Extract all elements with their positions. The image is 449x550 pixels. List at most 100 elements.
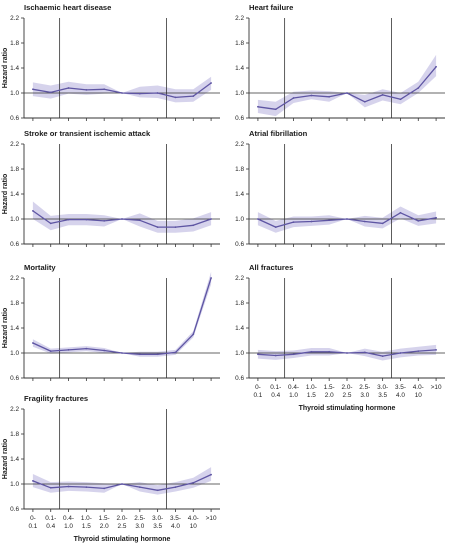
data-point-2.5-3.0 [138,92,141,95]
y-tick-label: 1.8 [235,40,244,47]
data-point-1.0-1.5 [310,94,313,97]
data-point->10 [435,348,437,351]
panel-all-fractures: All fractures0.61.01.41.82.20-0.10.1-0.4… [235,263,445,412]
data-point-4.0-10 [417,219,420,222]
data-point-0.1-0.4 [49,91,52,94]
x-tick-label: 0.4 [46,523,55,530]
x-tick-label: 1.0 [289,392,298,399]
data-point->10 [210,473,212,476]
y-axis-label: Hazard ratio [2,174,9,214]
data-point-2.5-3.0 [138,219,141,222]
x-tick-label: 3.5- [395,384,406,391]
x-tick-label: 0.4 [271,392,280,399]
data-point->10 [210,218,212,220]
x-tick-label: 0- [255,384,261,391]
data-point-0.4-1.0 [292,97,295,99]
data-point-1.0-1.5 [85,88,88,91]
x-tick-label: 10 [415,392,423,399]
data-point-2.0-2.5 [346,92,348,94]
data-point-0.4-1.0 [292,221,295,224]
data-point-0.4-1.0 [67,485,70,488]
data-point-3.5-4.0 [399,352,402,354]
data-point-1.0-1.5 [85,347,88,350]
y-tick-label: 1.0 [235,350,244,357]
y-tick-label: 0.6 [10,506,19,513]
data-point-3.5-4.0 [174,351,177,354]
x-tick-label: 3.0- [152,515,163,522]
panel-title: Ischaemic heart disease [24,3,111,12]
x-tick-label: 0.1- [45,515,56,522]
data-point-1.5-2.0 [328,350,331,353]
y-tick-label: 1.4 [235,191,244,198]
data-point-2.5-3.0 [363,351,366,354]
x-tick-label: >10 [431,384,442,391]
data-point-0.4-1.0 [67,87,70,89]
y-tick-label: 0.6 [10,375,19,382]
y-axis-label: Hazard ratio [2,439,9,479]
data-point-2.5-3.0 [138,353,141,356]
y-tick-label: 1.0 [10,350,19,357]
panel-title: All fractures [249,263,293,272]
x-axis-label: Thyroid stimulating hormone [299,405,396,412]
x-tick-label: 0.1 [28,523,37,530]
data-point-4.0-10 [192,333,195,336]
x-tick-label: 1.5 [307,392,316,399]
x-tick-label: 2.0 [325,392,334,399]
y-tick-label: 1.8 [10,40,19,47]
y-tick-label: 1.8 [235,166,244,173]
panel-ischaemic-heart-disease: Ischaemic heart disease 0.6 1.0 1.4 1.8 2.2 Ha… [2,3,220,122]
x-tick-label: 1.5- [324,384,335,391]
panel-title: Fragility fractures [24,394,88,403]
data-point-3.0-3.5 [156,489,159,492]
x-tick-label: 2.5 [118,523,127,530]
x-tick-label: 1.0- [81,515,92,522]
y-tick-label: 1.0 [10,216,19,223]
data-point-3.0-3.5 [156,353,159,356]
x-tick-label: 2.0 [100,523,109,530]
panel-stroke-or-transient-ischemic-attack: Stroke or transient ischemic attack 0.6 1.… [2,129,220,248]
data-point-0-0.1 [32,342,34,344]
data-point-1.5-2.0 [103,487,106,490]
data-point-2.0-2.5 [346,218,348,220]
data-point-0.1-0.4 [49,486,52,489]
y-tick-label: 1.0 [10,481,19,488]
panel-title: Stroke or transient ischemic attack [24,129,151,138]
data-point-3.0-3.5 [156,92,159,94]
data-point-0.4-1.0 [67,218,70,221]
x-tick-label: 3.0- [377,384,388,391]
y-tick-label: 1.4 [235,65,244,72]
data-point->10 [210,277,212,279]
x-tick-label: 1.5- [99,515,110,522]
data-point-3.0-3.5 [381,355,384,358]
x-tick-label: 4.0- [413,384,424,391]
data-point-0-0.1 [257,105,259,108]
data-point-0.1-0.4 [274,354,277,357]
data-point-2.0-2.5 [121,92,123,94]
y-tick-label: 1.4 [10,191,19,198]
data-point-2.0-2.5 [346,352,348,354]
data-point-3.5-4.0 [399,98,402,101]
x-tick-label: 2.5- [359,384,370,391]
data-point-1.0-1.5 [85,486,88,489]
x-tick-label: 1.0- [306,384,317,391]
x-tick-label: 0- [30,515,36,522]
data-point-0-0.1 [257,353,259,356]
y-tick-label: 1.4 [10,456,19,463]
y-tick-label: 1.8 [235,300,244,307]
y-axis-label: Hazard ratio [2,308,9,348]
data-point-3.5-4.0 [174,486,177,489]
data-point-4.0-10 [417,350,420,353]
y-axis-label: Hazard ratio [2,48,9,88]
y-tick-label: 1.0 [10,90,19,97]
x-tick-label: 2.5 [343,392,352,399]
panel-title: Atrial fibrillation [249,129,308,138]
panel-heart-failure: Heart failure 0.6 1.0 1.4 1.8 2.2 [235,3,445,122]
y-tick-label: 1.8 [10,166,19,173]
x-tick-label: 0.1 [253,392,262,399]
x-tick-label: 3.5 [153,523,162,530]
data-point-3.5-4.0 [399,211,402,214]
data-point-1.5-2.0 [328,95,331,98]
data-point-2.0-2.5 [121,352,123,354]
data-point-1.5-2.0 [328,219,331,222]
